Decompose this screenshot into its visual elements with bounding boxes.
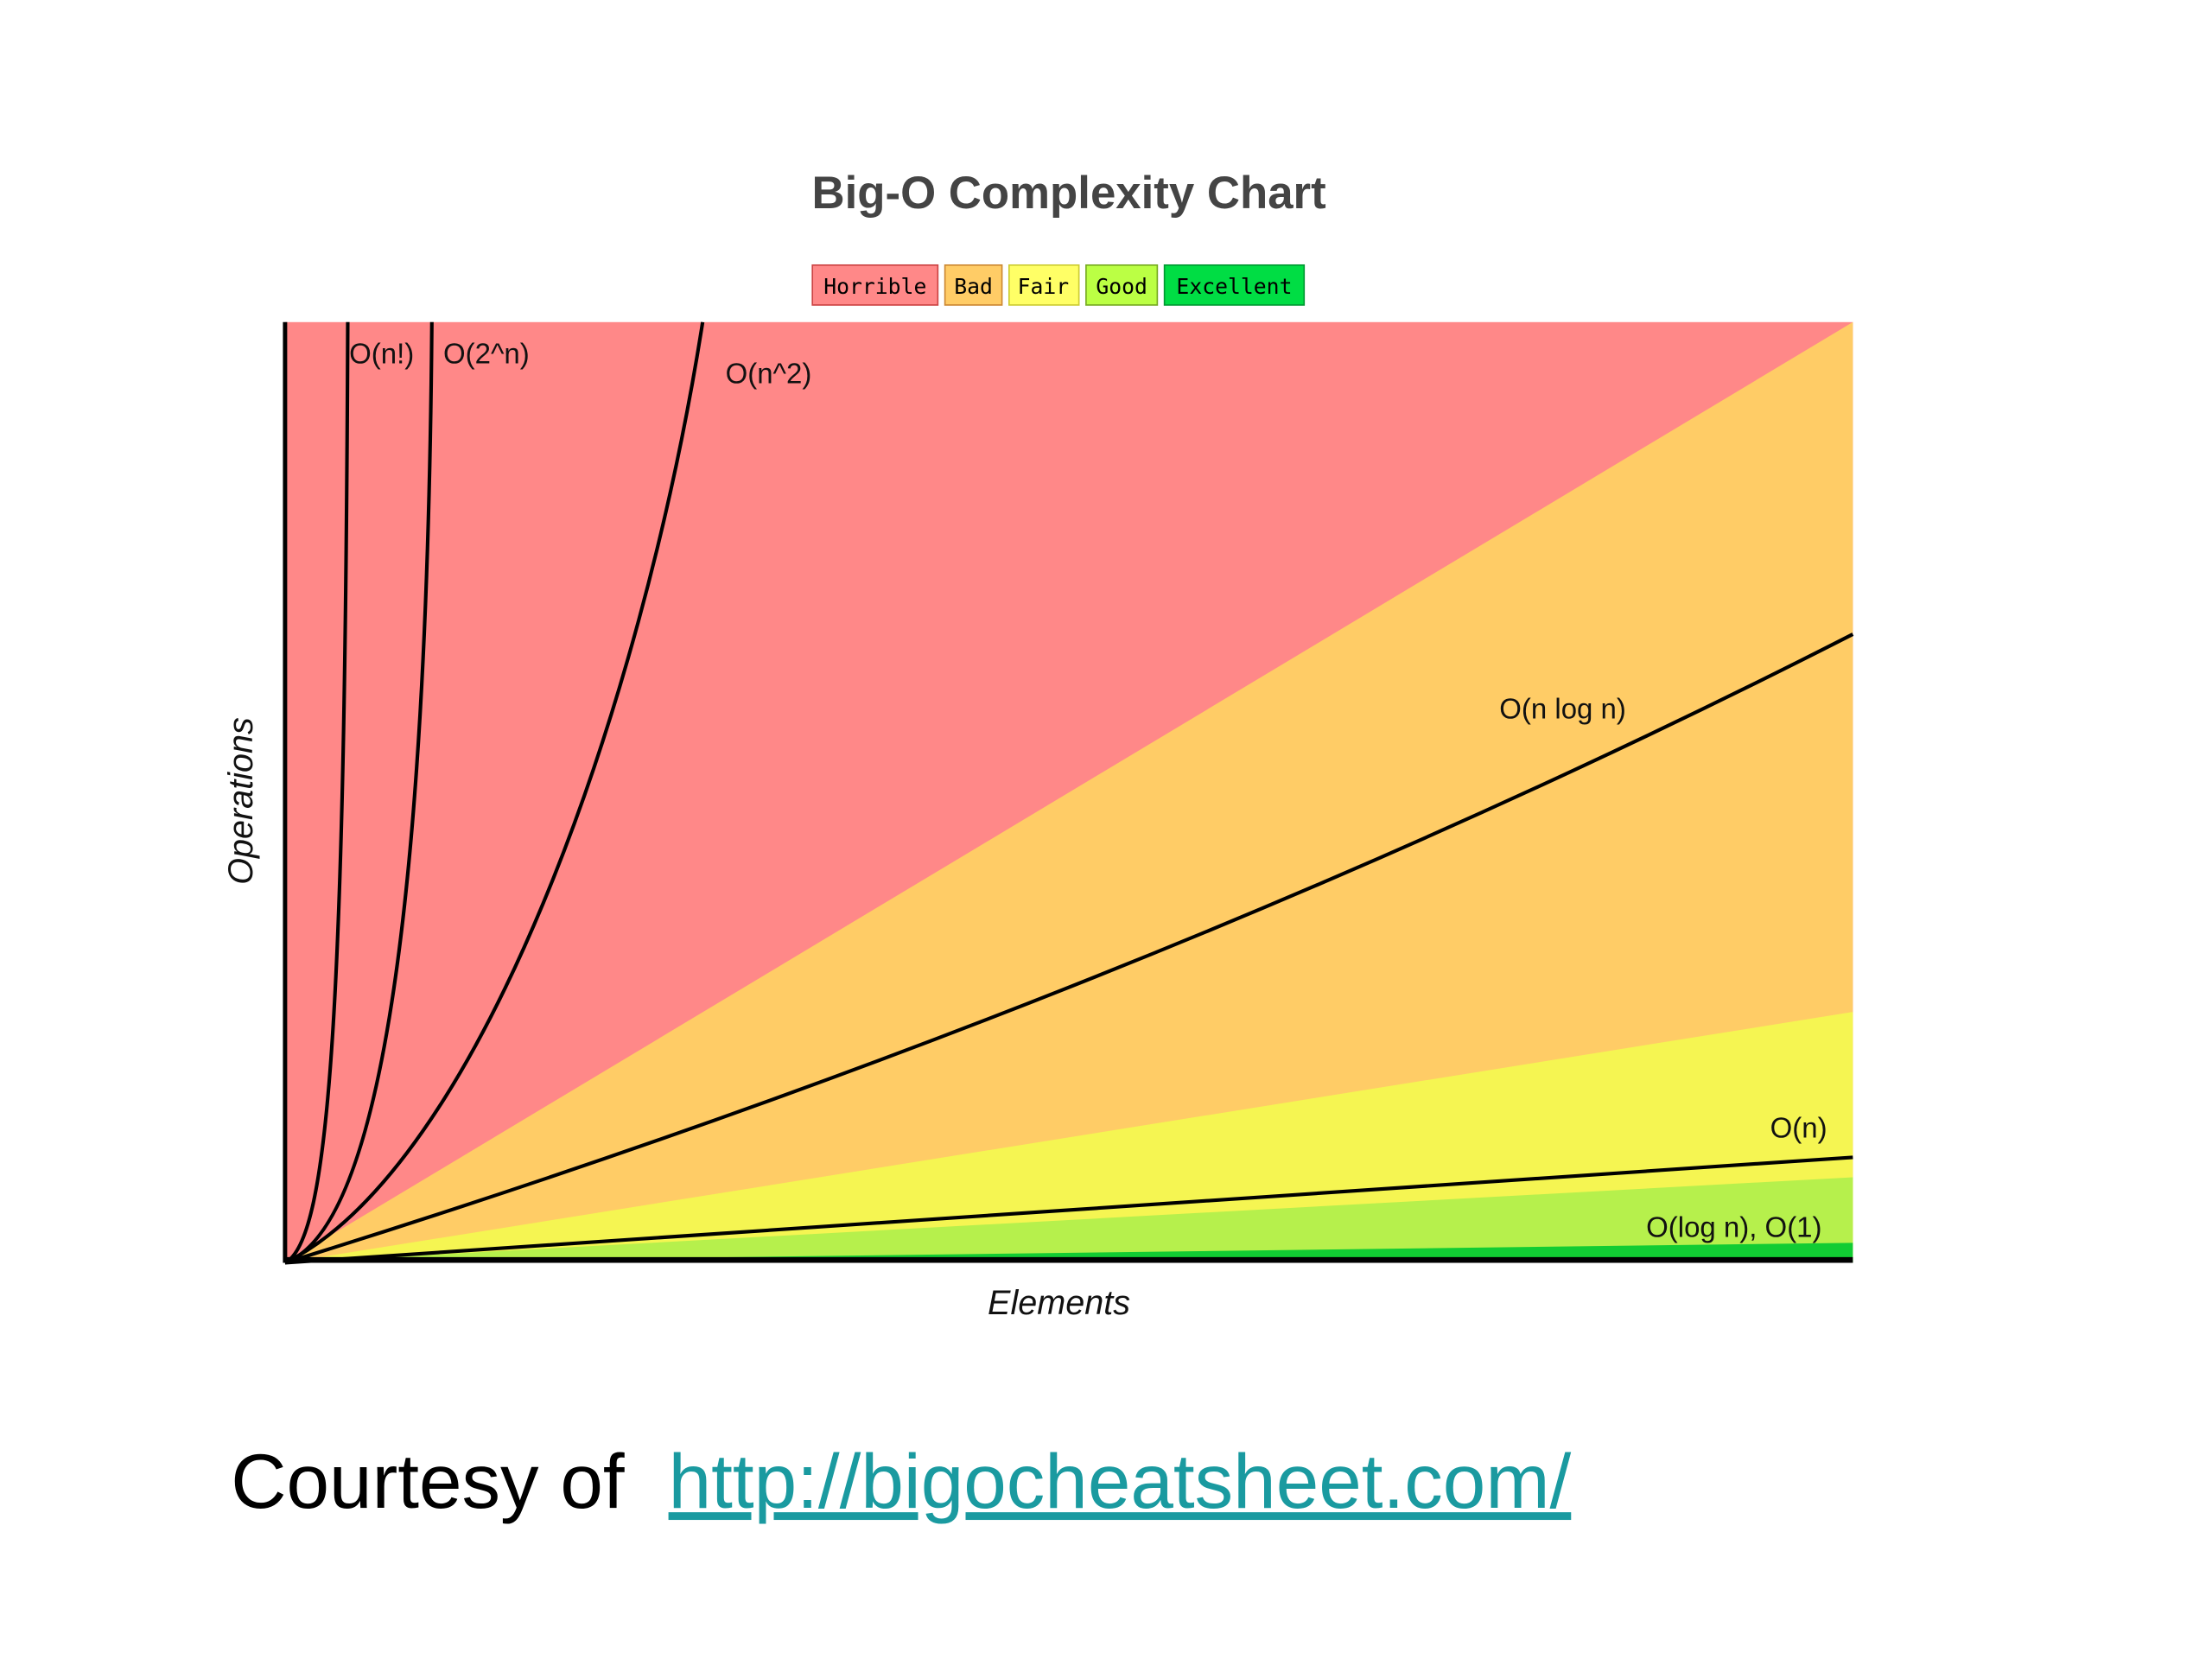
legend-label: Good	[1096, 274, 1147, 299]
legend: Horrible Bad Fair Good Excellent	[811, 264, 1306, 306]
caption-link[interactable]: http://bigocheatsheet.com/	[669, 1438, 1572, 1524]
legend-swatch	[1163, 264, 1306, 306]
legend-swatch	[944, 264, 1003, 306]
caption: Courtesy of	[231, 1438, 625, 1524]
chart-title: Big-O Complexity Chart	[812, 168, 1326, 219]
curve	[283, 321, 350, 1265]
region-bad	[284, 321, 1853, 1263]
y-axis-label: Operations	[222, 717, 260, 885]
legend-label: Excellent	[1176, 274, 1292, 299]
curve	[284, 632, 1854, 1265]
x-axis-label: Elements	[988, 1284, 1130, 1322]
region-good	[284, 1177, 1853, 1263]
curve-label: O(n log n)	[1499, 692, 1626, 724]
curve-label: O(n)	[1770, 1111, 1827, 1143]
legend-label: Bad	[954, 274, 993, 299]
curve	[284, 1155, 1853, 1265]
curve-label: O(2^n)	[443, 338, 530, 370]
curve-label: O(n^2)	[726, 358, 812, 390]
legend-label: Fair	[1018, 274, 1070, 299]
curve-label: O(log n), O(1)	[1646, 1211, 1821, 1243]
legend-swatch	[811, 264, 939, 306]
curve	[283, 321, 705, 1265]
curve	[284, 321, 434, 1265]
legend-swatch	[1008, 264, 1080, 306]
plot: O(n!) O(2^n) O(n^2) O(n log n) O(n) O(lo…	[283, 321, 1854, 1265]
legend-label: Horrible	[823, 274, 926, 299]
curve-label: O(n!)	[349, 338, 414, 370]
legend-swatch	[1085, 264, 1159, 306]
